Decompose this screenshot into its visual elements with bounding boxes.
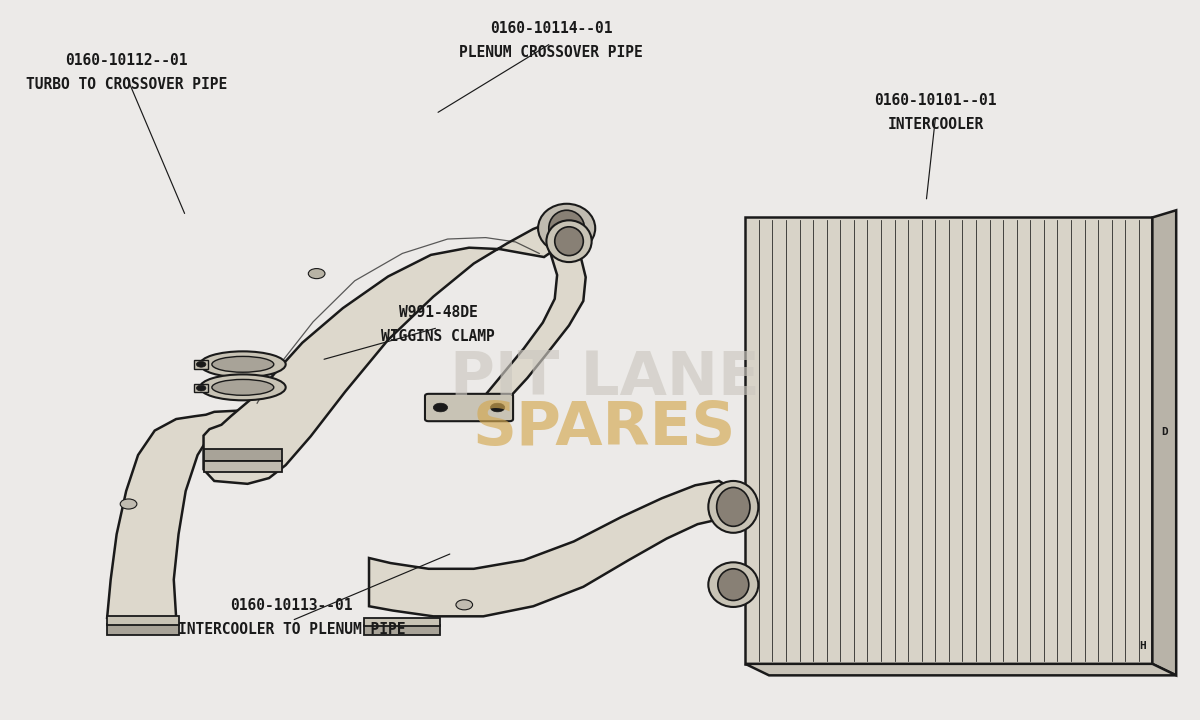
Text: H: H	[1140, 641, 1146, 651]
Ellipse shape	[212, 356, 274, 372]
Bar	[204, 449, 282, 461]
Ellipse shape	[546, 220, 592, 262]
Circle shape	[491, 403, 505, 412]
FancyBboxPatch shape	[425, 394, 514, 421]
Ellipse shape	[538, 204, 595, 253]
Bar	[194, 384, 209, 392]
Bar	[745, 217, 1152, 664]
Text: 0160-10114--01: 0160-10114--01	[490, 21, 612, 36]
Text: SPARES: SPARES	[473, 399, 737, 458]
Bar	[204, 461, 282, 472]
Ellipse shape	[548, 210, 584, 246]
Text: TURBO TO CROSSOVER PIPE: TURBO TO CROSSOVER PIPE	[25, 77, 227, 92]
Text: INTERCOOLER TO PLENUM PIPE: INTERCOOLER TO PLENUM PIPE	[178, 622, 406, 637]
Ellipse shape	[212, 379, 274, 395]
Circle shape	[308, 269, 325, 279]
Ellipse shape	[554, 227, 583, 256]
Ellipse shape	[200, 351, 286, 377]
Bar	[365, 618, 440, 626]
Ellipse shape	[708, 562, 758, 607]
Polygon shape	[1152, 210, 1176, 675]
Bar	[107, 616, 179, 625]
Circle shape	[433, 403, 448, 412]
Text: 0160-10113--01: 0160-10113--01	[230, 598, 353, 613]
Ellipse shape	[716, 487, 750, 526]
Text: PIT LANE: PIT LANE	[450, 348, 760, 408]
Ellipse shape	[718, 569, 749, 600]
Polygon shape	[370, 481, 731, 616]
Ellipse shape	[200, 374, 286, 400]
Bar	[194, 360, 209, 369]
Text: 0160-10101--01: 0160-10101--01	[875, 93, 997, 108]
Circle shape	[197, 361, 206, 367]
Circle shape	[197, 385, 206, 391]
Text: W991-48DE: W991-48DE	[398, 305, 478, 320]
Circle shape	[456, 600, 473, 610]
Bar	[365, 625, 440, 635]
Polygon shape	[466, 239, 586, 405]
Text: WIGGINS CLAMP: WIGGINS CLAMP	[382, 329, 494, 344]
Circle shape	[120, 499, 137, 509]
Polygon shape	[745, 664, 1176, 675]
Bar	[107, 624, 179, 635]
Polygon shape	[204, 214, 566, 484]
Text: 0160-10112--01: 0160-10112--01	[65, 53, 187, 68]
Polygon shape	[107, 409, 271, 618]
Text: D: D	[1160, 427, 1168, 437]
Ellipse shape	[708, 481, 758, 533]
Text: INTERCOOLER: INTERCOOLER	[888, 117, 984, 132]
Text: PLENUM CROSSOVER PIPE: PLENUM CROSSOVER PIPE	[460, 45, 643, 60]
